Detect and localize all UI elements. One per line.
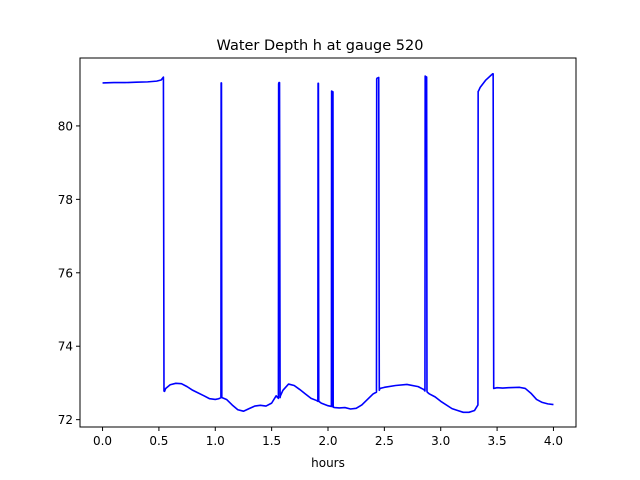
x-tick-label: 0.0 xyxy=(93,434,112,448)
series-line-0 xyxy=(102,72,554,414)
axes-background xyxy=(80,58,576,427)
y-tick-label: 76 xyxy=(58,266,73,280)
x-tick-label: 2.5 xyxy=(375,434,394,448)
chart-title: Water Depth h at gauge 520 xyxy=(217,38,424,54)
x-axis-label: hours xyxy=(311,456,345,470)
x-tick-label: 3.0 xyxy=(431,434,450,448)
y-tick-label: 78 xyxy=(58,193,73,207)
y-tick-label: 74 xyxy=(58,340,73,354)
plot-area xyxy=(79,57,577,428)
x-tick-label: 1.5 xyxy=(262,434,281,448)
series-layer xyxy=(102,72,554,414)
x-tick-label: 0.5 xyxy=(149,434,168,448)
x-tick-label: 2.0 xyxy=(318,434,337,448)
x-tick-label: 1.0 xyxy=(206,434,225,448)
x-tick-label: 4.0 xyxy=(544,434,563,448)
x-axis: 0.0 0.5 1.0 1.5 2.0 2.5 3.0 3.5 4.0 xyxy=(93,427,563,448)
y-tick-label: 80 xyxy=(58,119,73,133)
y-axis: 72 74 76 78 80 xyxy=(58,119,80,427)
y-tick-label: 72 xyxy=(58,413,73,427)
x-tick-label: 3.5 xyxy=(488,434,507,448)
